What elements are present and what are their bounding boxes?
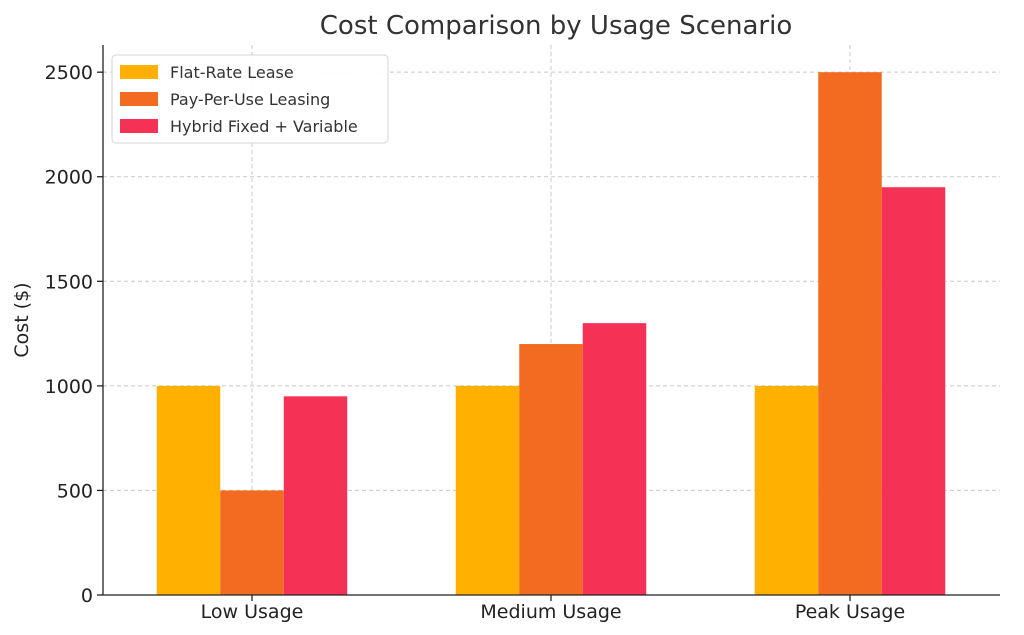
x-tick-label: Medium Usage — [480, 601, 621, 623]
chart-title: Cost Comparison by Usage Scenario — [320, 11, 792, 41]
x-tick-label: Peak Usage — [795, 601, 905, 623]
y-tick-label: 1000 — [45, 376, 93, 398]
legend-label: Hybrid Fixed + Variable — [170, 117, 358, 136]
bar — [220, 490, 284, 595]
y-tick-labels: 0 500 1000 1500 2000 2500 — [45, 62, 93, 607]
y-tick-label: 500 — [57, 480, 93, 502]
x-tick-labels: Low Usage Medium Usage Peak Usage — [201, 601, 906, 623]
bar — [283, 396, 348, 595]
legend-label: Flat-Rate Lease — [170, 63, 294, 82]
legend-swatch — [120, 92, 158, 106]
legend-swatch — [120, 119, 158, 133]
y-tick-label: 0 — [81, 585, 93, 607]
legend-frame — [111, 54, 389, 144]
y-tick-label: 2500 — [45, 62, 93, 84]
legend: Flat-Rate Lease Pay-Per-Use Leasing Hybrid… — [111, 54, 389, 144]
bar — [519, 344, 583, 595]
bar — [818, 72, 882, 596]
bar — [455, 385, 520, 595]
x-tick-label: Low Usage — [201, 601, 304, 623]
bar — [881, 187, 946, 595]
axes — [97, 45, 1000, 601]
y-tick-label: 2000 — [45, 167, 93, 189]
bars — [156, 72, 946, 596]
bar — [754, 385, 819, 595]
y-tick-label: 1500 — [45, 271, 93, 293]
bar — [156, 385, 221, 595]
bar — [582, 323, 647, 595]
y-axis-label: Cost ($) — [11, 282, 33, 357]
legend-swatch — [120, 65, 158, 79]
legend-label: Pay-Per-Use Leasing — [170, 90, 330, 109]
